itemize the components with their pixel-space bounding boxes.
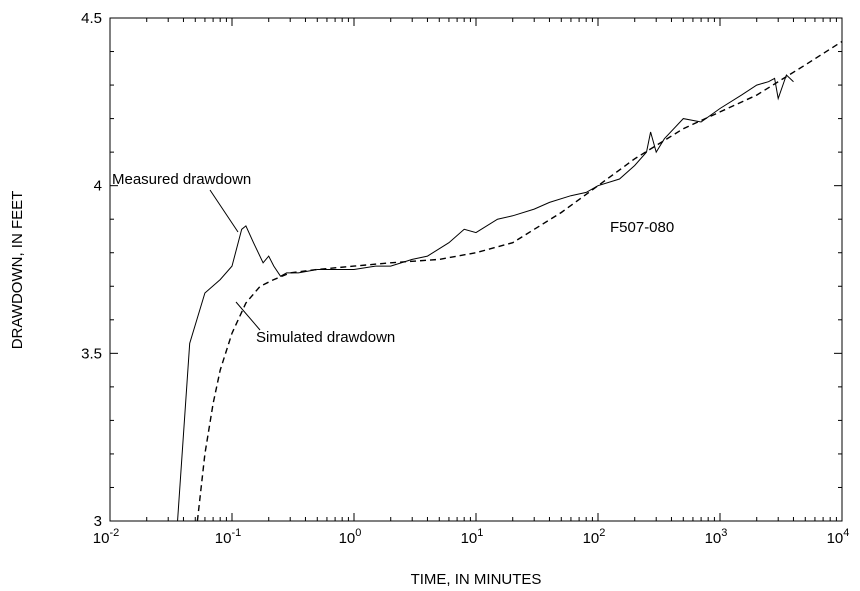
simulated-drawdown-label: Simulated drawdown — [256, 329, 395, 346]
y-tick-label: 3 — [94, 513, 102, 530]
measured-drawdown-line — [177, 74, 794, 521]
y-axis-ticks: 3 3.5 4 4.5 — [81, 10, 842, 530]
x-tick-label: 100 — [339, 527, 362, 547]
simulated-drawdown-line — [196, 40, 842, 521]
well-id-label: F507-080 — [610, 219, 674, 236]
y-tick-label: 4.5 — [81, 10, 102, 27]
y-tick-label: 4 — [94, 178, 102, 195]
simulated-leader-line — [235, 301, 261, 331]
x-tick-label: 104 — [827, 527, 850, 547]
x-tick-label: 102 — [583, 527, 606, 547]
measured-drawdown-label: Measured drawdown — [112, 171, 251, 188]
y-axis-title: DRAWDOWN, IN FEET — [9, 191, 26, 350]
x-tick-label: 10-2 — [93, 527, 119, 547]
measured-leader-line — [209, 189, 239, 233]
x-tick-label: 103 — [705, 527, 728, 547]
x-tick-label: 10-1 — [215, 527, 241, 547]
y-tick-label: 3.5 — [81, 345, 102, 362]
plot-frame — [109, 17, 843, 522]
x-tick-label: 101 — [461, 527, 484, 547]
x-axis-title: TIME, IN MINUTES — [411, 571, 542, 588]
x-axis-ticks: 10-2 10-1 100 101 102 103 104 — [93, 18, 850, 547]
series-layer — [177, 40, 842, 521]
